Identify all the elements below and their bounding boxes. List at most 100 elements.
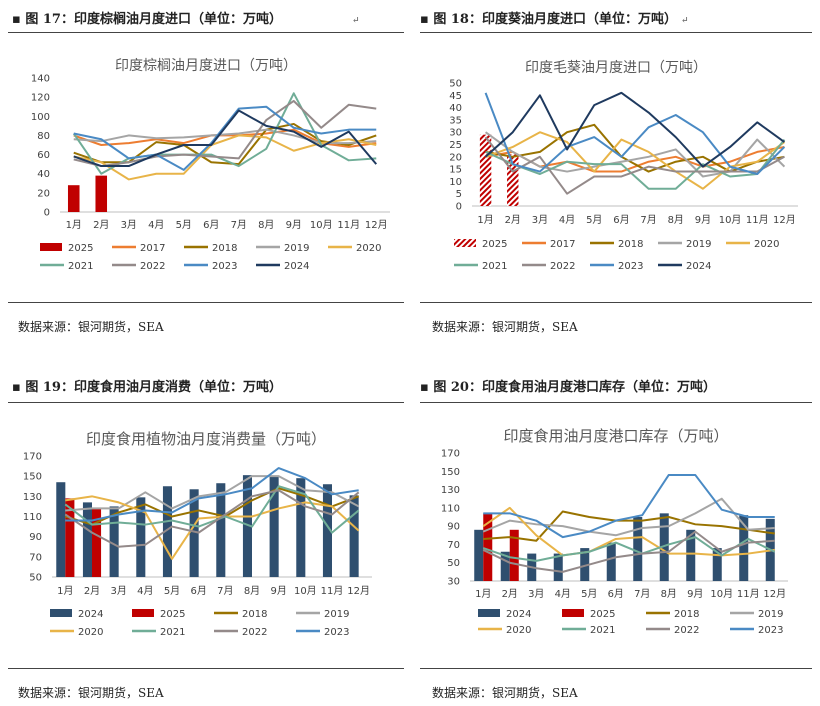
y-tick-label: 90 [29, 532, 42, 543]
series-line [73, 99, 377, 168]
legend-label: 2017 [140, 243, 165, 254]
series-line [485, 123, 785, 173]
x-tick-label: 8月 [661, 588, 677, 600]
series-line [65, 467, 359, 522]
series-line [73, 105, 377, 171]
bar [580, 548, 590, 581]
paragraph-mark-icon: ↵ [680, 16, 689, 26]
series-line [485, 138, 786, 190]
series-line [64, 485, 360, 534]
legend-swatch [562, 609, 584, 617]
x-tick-label: 3月 [121, 219, 137, 231]
bar [56, 482, 66, 577]
series-line [484, 136, 785, 195]
x-tick-label: 12月 [763, 588, 786, 600]
x-tick-label: 11月 [746, 214, 769, 226]
bar [92, 508, 102, 577]
y-tick-label: 100 [31, 112, 50, 123]
chart: 印度食用油月度港口库存（万吨） 30 50 70 90 110 130 150 170 1月 2月 3… [441, 427, 788, 636]
x-tick-label: 11月 [321, 585, 344, 597]
x-tick-label: 9月 [695, 214, 711, 226]
legend-label: 2020 [506, 625, 531, 636]
legend-swatch [132, 609, 154, 617]
y-tick-label: 70 [447, 540, 460, 551]
chart: 印度食用植物油月度消费量（万吨） 50 70 90 110 130 150 170 1月 2月 3月… [23, 430, 372, 638]
bar [659, 513, 669, 581]
legend-label: 2022 [140, 261, 165, 272]
y-tick-label: 130 [441, 485, 460, 496]
source-note: 数据来源：银河期货，SEA [432, 686, 578, 700]
bar [216, 483, 226, 577]
y-tick-label: 70 [29, 552, 42, 563]
x-tick-label: 7月 [640, 214, 656, 226]
bar [474, 529, 484, 581]
y-tick-label: 80 [37, 131, 50, 142]
x-tick-label: 3月 [110, 585, 126, 597]
legend-label: 2018 [674, 609, 699, 620]
bar [242, 475, 252, 577]
bar [483, 513, 493, 581]
y-tick-label: 40 [449, 103, 462, 114]
bar [67, 185, 80, 212]
y-tick-label: 150 [23, 472, 42, 483]
legend-label: 2025 [482, 239, 507, 250]
series-line [484, 92, 786, 176]
x-tick-label: 1月 [475, 588, 491, 600]
x-tick-label: 8月 [258, 219, 274, 231]
x-tick-label: 4月 [148, 219, 164, 231]
bar [109, 506, 119, 577]
bar [269, 476, 279, 577]
x-tick-label: 11月 [737, 588, 760, 600]
y-tick-label: 150 [441, 467, 460, 478]
y-tick-label: 45 [449, 91, 462, 102]
legend-label: 2024 [78, 609, 103, 620]
x-tick-label: 7月 [634, 588, 650, 600]
bar [606, 542, 616, 581]
y-tick-label: 15 [449, 165, 462, 176]
x-tick-label: 3月 [528, 588, 544, 600]
series-line [73, 134, 377, 181]
legend-label: 2018 [212, 243, 237, 254]
x-tick-label: 1月 [66, 219, 82, 231]
x-tick-label: 6月 [613, 214, 629, 226]
x-tick-label: 10月 [310, 219, 333, 231]
legend-label: 2021 [160, 627, 185, 638]
caption-rule [8, 402, 404, 403]
series-line [482, 506, 775, 557]
legend-label: 2025 [160, 609, 185, 620]
y-tick-label: 60 [37, 150, 50, 161]
bar [500, 551, 510, 581]
legend-label: 2022 [674, 625, 699, 636]
x-tick-label: 12月 [773, 214, 796, 226]
series-line [483, 510, 775, 542]
bar [553, 553, 563, 581]
bullet-mark: ▪ [420, 380, 429, 395]
series-line [65, 475, 360, 512]
series-line [482, 497, 775, 537]
bar [322, 484, 332, 577]
legend-label: 2023 [212, 261, 237, 272]
x-tick-label: 12月 [347, 585, 370, 597]
series-line [483, 473, 775, 539]
bullet-mark: ▪ [420, 12, 429, 27]
bullet-mark: ▪ [12, 380, 21, 395]
x-tick-label: 1月 [477, 214, 493, 226]
y-tick-label: 170 [23, 452, 42, 463]
y-tick-label: 140 [31, 74, 50, 85]
x-tick-label: 2月 [505, 214, 521, 226]
source-rule [8, 668, 404, 669]
legend-label: 2023 [324, 627, 349, 638]
x-tick-label: 8月 [668, 214, 684, 226]
y-tick-label: 110 [23, 512, 42, 523]
legend-label: 2019 [324, 609, 349, 620]
source-rule [420, 302, 812, 303]
bar [296, 478, 306, 577]
bar [349, 495, 359, 577]
legend-label: 2018 [618, 239, 643, 250]
bar [712, 548, 722, 581]
x-tick-label: 10月 [294, 585, 317, 597]
bar [479, 134, 492, 206]
legend-swatch [454, 239, 476, 247]
figure-caption: ▪ 图 19：印度食用油月度消费（单位：万吨） [12, 380, 282, 395]
legend-label: 2024 [284, 261, 309, 272]
